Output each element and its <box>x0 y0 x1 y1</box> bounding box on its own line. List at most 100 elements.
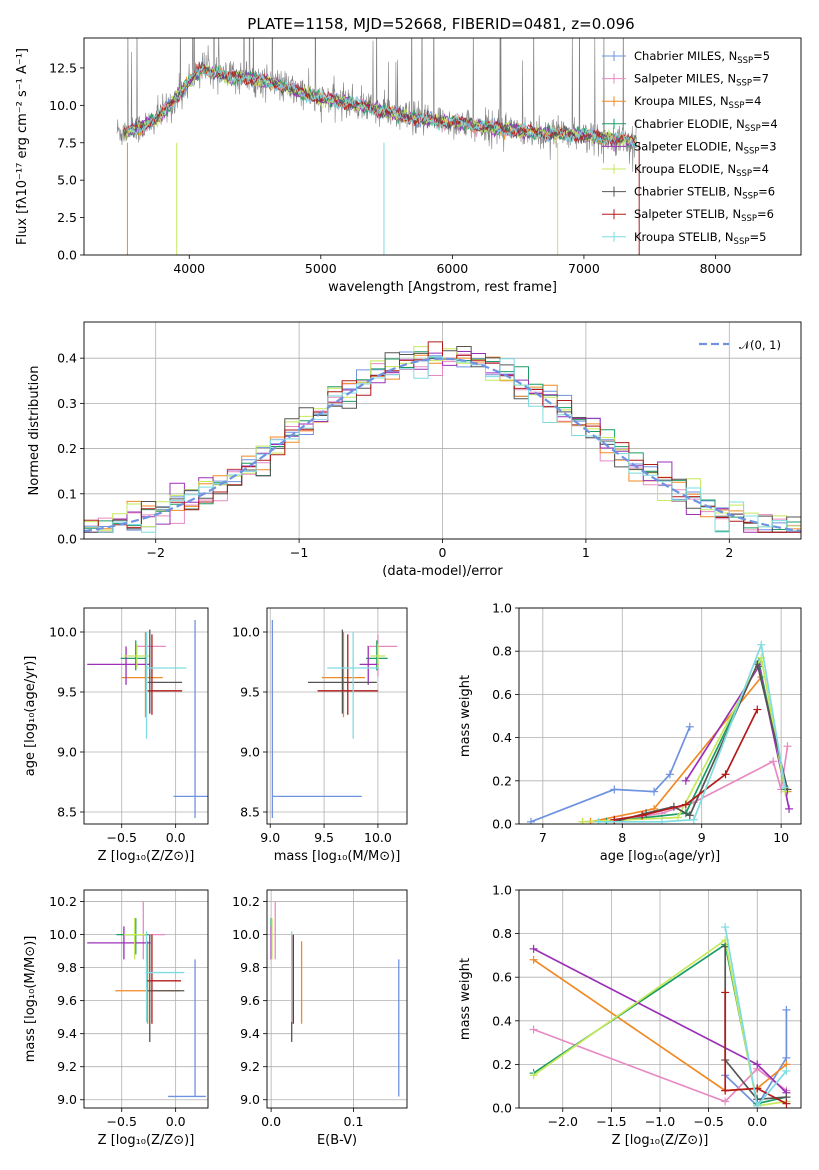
x-tick-label: 7000 <box>568 261 600 276</box>
y-tick-label: 12.5 <box>49 60 77 75</box>
y-tick-label: 9.4 <box>57 1026 77 1041</box>
y-tick-label: 9.2 <box>240 1059 260 1074</box>
y-axis-label: Normed distribution <box>27 366 42 496</box>
x-tick-label: −1 <box>290 545 308 560</box>
x-tick-label: 6000 <box>436 261 468 276</box>
legend-subscript: SSP <box>742 192 758 202</box>
errorbar-point <box>173 620 208 818</box>
y-tick-label: 0.2 <box>492 773 512 788</box>
errorbar-point <box>123 918 146 960</box>
panel-mass-vs-ebv: 0.0 0.1 9.0 9.2 9.4 9.6 9.8 10.0 10.2 E(B-V) <box>232 889 408 1148</box>
x-tick-label: 0.0 <box>747 1114 767 1129</box>
weight-line <box>724 1009 788 1108</box>
y-tick-label: 0.4 <box>492 730 512 745</box>
histogram-step <box>84 353 801 533</box>
x-axis-label: Z [log₁₀(Z/Z⊙)] <box>612 1133 709 1148</box>
errorbar-point <box>145 931 185 1023</box>
weight-line <box>614 661 789 823</box>
panel-residuals: −2 −1 0 1 2 0.0 0.1 0.2 0.3 0.4 (data-model)/error… <box>27 321 802 579</box>
panel-weight-vs-age: 7 8 9 10 0.0 0.2 0.4 0.6 0.8 1.0 age [log₁₀(age/yr… <box>458 601 802 864</box>
legend-entry-rest: =6 <box>758 185 775 199</box>
legend-entry-3: Chabrier ELODIE, NSSP=4 <box>634 117 778 134</box>
legend-entry-rest: =5 <box>749 230 766 244</box>
y-tick-label: 0.0 <box>492 817 512 832</box>
legend-entry-1: Salpeter MILES, NSSP=7 <box>634 72 769 89</box>
x-tick-label: −2 <box>146 545 164 560</box>
y-tick-label: 9.8 <box>57 960 77 975</box>
y-tick-label: 10.0 <box>49 625 77 640</box>
panel-mass-vs-Z: −0.5 0.0 9.0 9.2 9.4 9.6 9.8 10.0 10.2 Z [log₁₀(Z… <box>23 889 209 1148</box>
figure-title: PLATE=1158, MJD=52668, FIBERID=0481, z=0… <box>247 15 634 33</box>
x-axis-label: Z [log₁₀(Z/Z⊙)] <box>98 849 195 864</box>
y-tick-label: 9.0 <box>240 745 260 760</box>
legend-entry-gaussian: 𝒩(0, 1) <box>739 338 781 352</box>
legend-entry-rest: =4 <box>761 117 778 131</box>
axes-frame <box>83 37 802 256</box>
x-tick-label: 10.0 <box>364 830 392 845</box>
errorbar-point <box>146 934 182 1024</box>
y-axis-label: age [log₁₀(age/yr)] <box>23 656 38 777</box>
gaussian-curve <box>84 357 801 533</box>
y-tick-label: 0.8 <box>492 926 512 941</box>
legend-entry-rest: =3 <box>760 139 777 153</box>
y-tick-label: 9.8 <box>240 960 260 975</box>
axes-frame <box>266 889 408 1109</box>
x-axis-label: age [log₁₀(age/yr)] <box>600 849 721 864</box>
errorbar-point <box>317 634 378 715</box>
y-tick-label: 7.5 <box>57 135 77 150</box>
panel-spectrum: 4000 5000 6000 7000 8000 0.0 2.5 5.0 7.5 10.0 12.5… <box>15 37 802 295</box>
legend-entry-rest: =7 <box>752 72 769 86</box>
x-axis-label: mass [log₁₀(M/M⊙)] <box>274 849 401 864</box>
x-axis-label: E(B-V) <box>317 1133 357 1148</box>
y-tick-label: 10.0 <box>232 625 260 640</box>
axes-frame <box>83 889 209 1109</box>
legend-entry-rest: =4 <box>752 162 769 176</box>
errorbar-point <box>147 634 183 715</box>
y-tick-label: 9.6 <box>240 993 260 1008</box>
y-tick-label: 0.4 <box>492 1013 512 1028</box>
legend-subscript: SSP <box>745 124 761 134</box>
x-tick-label: 7 <box>539 830 547 845</box>
axes-frame <box>266 607 408 825</box>
x-axis-label: Z [log₁₀(Z/Z⊙)] <box>98 1133 195 1148</box>
axes-frame <box>518 607 802 825</box>
y-tick-label: 9.0 <box>57 745 77 760</box>
y-tick-label: 0.0 <box>57 248 77 263</box>
y-tick-label: 8.5 <box>57 805 77 820</box>
legend-entry-5: Kroupa ELODIE, NSSP=4 <box>634 162 769 179</box>
weight-line <box>590 675 789 823</box>
y-tick-label: 5.0 <box>57 173 77 188</box>
plot-area <box>270 901 400 1097</box>
y-tick-label: 0.6 <box>492 687 512 702</box>
x-axis-label: (data-model)/error <box>382 564 503 579</box>
x-tick-label: −1.0 <box>645 1114 675 1129</box>
plot-area <box>529 923 791 1108</box>
weight-line <box>724 926 788 1108</box>
x-tick-label: 2 <box>725 545 733 560</box>
legend-subscript: SSP <box>741 214 757 224</box>
y-tick-label: 0.0 <box>57 532 77 547</box>
y-tick-label: 0.6 <box>492 970 512 985</box>
x-tick-label: −2.0 <box>548 1114 578 1129</box>
y-tick-label: 9.4 <box>240 1026 260 1041</box>
x-tick-label: 4000 <box>173 261 205 276</box>
x-tick-label: 8 <box>618 830 626 845</box>
y-axis-label: mass weight <box>458 675 473 757</box>
y-tick-label: 10.0 <box>49 927 77 942</box>
x-tick-label: 9.0 <box>260 830 280 845</box>
legend-subscript: SSP <box>734 237 750 247</box>
y-tick-label: 10.2 <box>49 894 77 909</box>
weight-line <box>582 655 786 823</box>
errorbar-point <box>321 632 365 718</box>
legend-entry-4: Salpeter ELODIE, NSSP=3 <box>634 139 777 156</box>
x-tick-label: 9.5 <box>314 830 334 845</box>
legend-entry-rest: =5 <box>753 49 770 63</box>
x-tick-label: 8000 <box>700 261 732 276</box>
errorbar-point <box>370 644 386 668</box>
legend-entry-0: Chabrier MILES, NSSP=5 <box>634 49 770 66</box>
errorbar-point <box>307 629 377 714</box>
model-spectrum-line <box>123 61 637 146</box>
model-spectrum-line <box>123 61 637 147</box>
